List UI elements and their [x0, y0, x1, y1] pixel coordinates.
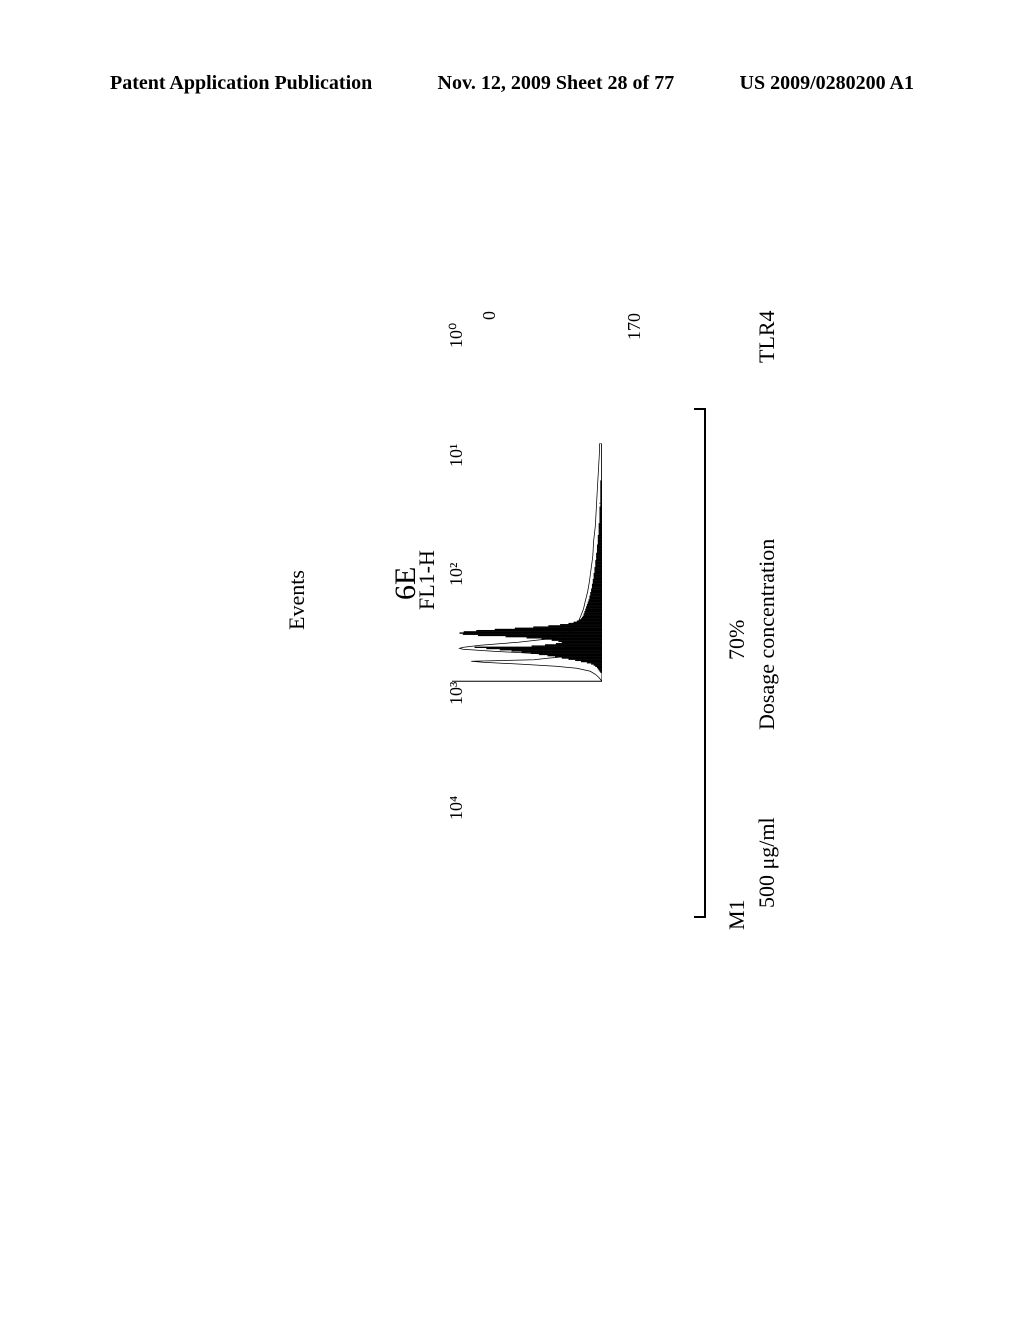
chart-label-concentration: 500 μg/ml — [754, 817, 780, 908]
header-right: US 2009/0280200 A1 — [740, 72, 914, 95]
marker-m1: M1 — [724, 899, 750, 930]
figure-panel: TLR4 Dosage concentration 500 μg/ml 70% … — [214, 290, 774, 940]
y-tick-min: 0 — [479, 311, 500, 320]
chart-label-dosage: Dosage concentration — [754, 539, 780, 730]
histogram-plot — [452, 325, 602, 800]
marker-bracket-line — [704, 408, 706, 918]
y-tick-max: 170 — [624, 313, 645, 340]
marker-tick-bottom — [694, 916, 706, 918]
header-center: Nov. 12, 2009 Sheet 28 of 77 — [438, 72, 675, 95]
figure-label: 6E — [389, 567, 423, 600]
y-axis-label: Events — [284, 570, 310, 630]
page-header: Patent Application Publication Nov. 12, … — [0, 72, 1024, 95]
marker-tick-top — [694, 408, 706, 410]
chart-label-tlr4: TLR4 — [754, 310, 780, 363]
header-left: Patent Application Publication — [110, 72, 372, 95]
marker-percent: 70% — [724, 620, 750, 660]
